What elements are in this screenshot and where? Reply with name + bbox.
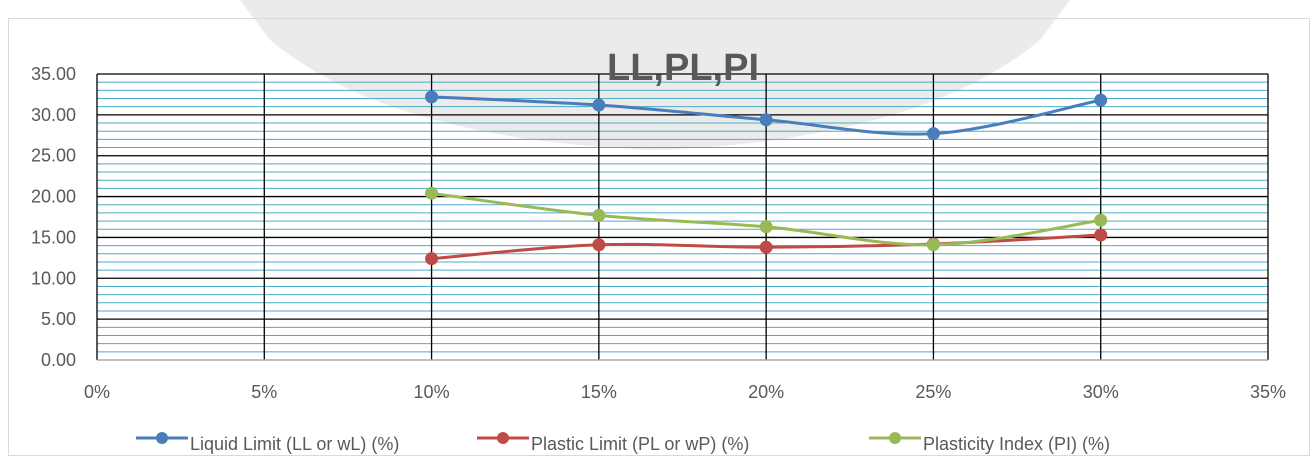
x-tick-label: 30% (1083, 382, 1119, 402)
legend-entry: Liquid Limit (LL or wL) (%) (136, 432, 399, 454)
y-tick-label: 0.00 (41, 350, 76, 370)
x-tick-label: 25% (915, 382, 951, 402)
data-point (425, 186, 439, 200)
x-tick-label: 5% (251, 382, 277, 402)
data-point (926, 127, 940, 141)
y-tick-label: 35.00 (31, 64, 76, 84)
legend-marker (889, 432, 901, 444)
legend-marker (497, 432, 509, 444)
legend-entry: Plasticity Index (PI) (%) (869, 432, 1110, 454)
legend-label: Plasticity Index (PI) (%) (923, 434, 1110, 454)
y-tick-label: 30.00 (31, 105, 76, 125)
y-tick-label: 15.00 (31, 227, 76, 247)
legend-marker (156, 432, 168, 444)
y-tick-label: 25.00 (31, 146, 76, 166)
data-point (425, 90, 439, 104)
minor-gridlines (97, 81, 1268, 353)
x-tick-label: 35% (1250, 382, 1286, 402)
x-axis-tick-labels: 0% 5% 10% 15% 20% 25% 30% 35% (84, 382, 1286, 402)
data-point (759, 240, 773, 254)
legend-label: Plastic Limit (PL or wP) (%) (531, 434, 749, 454)
y-tick-label: 20.00 (31, 187, 76, 207)
legend: Liquid Limit (LL or wL) (%) Plastic Limit… (136, 432, 1110, 454)
x-tick-label: 0% (84, 382, 110, 402)
data-point (425, 252, 439, 266)
x-tick-label: 15% (581, 382, 617, 402)
data-point (592, 98, 606, 112)
data-point (926, 238, 940, 252)
y-axis-tick-labels: 0.00 5.00 10.00 15.00 20.00 25.00 30.00 35.00 (31, 64, 76, 370)
data-point (1094, 93, 1108, 107)
data-point (1094, 213, 1108, 227)
legend-label: Liquid Limit (LL or wL) (%) (190, 434, 399, 454)
series-layer (425, 90, 1108, 266)
data-point (592, 238, 606, 252)
data-point (759, 220, 773, 234)
data-point (759, 113, 773, 127)
major-gridlines (96, 73, 1269, 361)
x-tick-label: 10% (414, 382, 450, 402)
series-1 (425, 90, 1108, 141)
data-point (1094, 228, 1108, 242)
chart-area (8, 18, 1310, 456)
y-tick-label: 5.00 (41, 309, 76, 329)
series-3 (425, 186, 1108, 252)
legend-entry: Plastic Limit (PL or wP) (%) (477, 432, 749, 454)
x-tick-label: 20% (748, 382, 784, 402)
chart-title: LL,PL,PI (607, 47, 759, 89)
data-point (592, 208, 606, 222)
y-tick-label: 10.00 (31, 268, 76, 288)
